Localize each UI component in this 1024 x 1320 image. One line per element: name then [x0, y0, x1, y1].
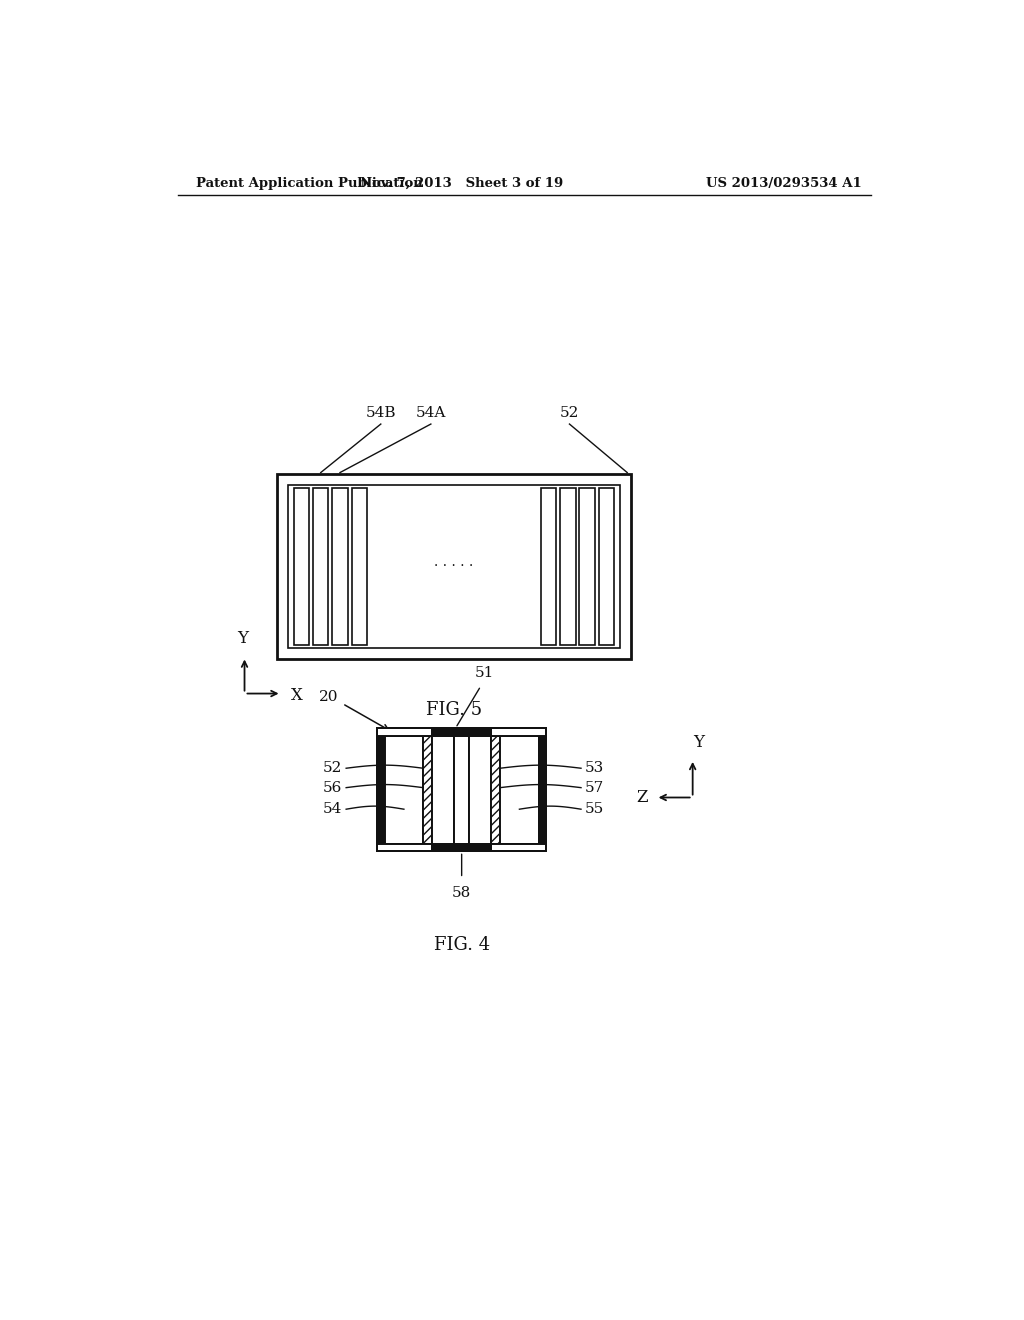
- Bar: [580, 488, 595, 645]
- Text: 58: 58: [452, 886, 471, 900]
- Bar: [377, 737, 385, 843]
- Bar: [423, 737, 432, 843]
- Text: 53: 53: [585, 762, 604, 775]
- Text: Z: Z: [637, 789, 648, 807]
- Bar: [432, 737, 454, 843]
- Bar: [454, 737, 469, 843]
- Bar: [599, 488, 614, 645]
- Bar: [377, 843, 547, 851]
- Bar: [500, 737, 539, 843]
- Bar: [560, 488, 575, 645]
- Text: X: X: [291, 686, 303, 704]
- Bar: [377, 729, 547, 737]
- Text: Y: Y: [693, 734, 705, 751]
- Bar: [385, 737, 423, 843]
- Bar: [541, 488, 556, 645]
- Bar: [539, 737, 547, 843]
- Bar: [351, 488, 367, 645]
- Bar: [432, 729, 490, 737]
- Bar: [469, 737, 490, 843]
- Text: · · · · ·: · · · · ·: [434, 560, 474, 573]
- Bar: [377, 729, 547, 851]
- Text: 56: 56: [323, 780, 342, 795]
- Text: US 2013/0293534 A1: US 2013/0293534 A1: [707, 177, 862, 190]
- Text: 54A: 54A: [416, 407, 446, 420]
- Bar: [333, 488, 348, 645]
- Text: 57: 57: [585, 780, 604, 795]
- Text: 54: 54: [323, 803, 342, 816]
- Bar: [432, 843, 490, 851]
- Text: 51: 51: [475, 667, 495, 681]
- Text: FIG. 5: FIG. 5: [426, 701, 482, 719]
- Bar: [276, 474, 631, 659]
- Text: Patent Application Publication: Patent Application Publication: [196, 177, 423, 190]
- Text: 20: 20: [319, 690, 339, 705]
- Text: Nov. 7, 2013   Sheet 3 of 19: Nov. 7, 2013 Sheet 3 of 19: [360, 177, 563, 190]
- Text: 52: 52: [323, 762, 342, 775]
- Text: 54B: 54B: [366, 407, 396, 420]
- Text: Y: Y: [237, 631, 248, 647]
- Bar: [432, 729, 490, 737]
- Text: 55: 55: [585, 803, 604, 816]
- Text: 52: 52: [560, 407, 580, 420]
- Bar: [294, 488, 309, 645]
- Bar: [288, 484, 621, 648]
- Bar: [313, 488, 329, 645]
- Text: FIG. 4: FIG. 4: [433, 936, 489, 954]
- Bar: [490, 737, 500, 843]
- Bar: [432, 843, 490, 851]
